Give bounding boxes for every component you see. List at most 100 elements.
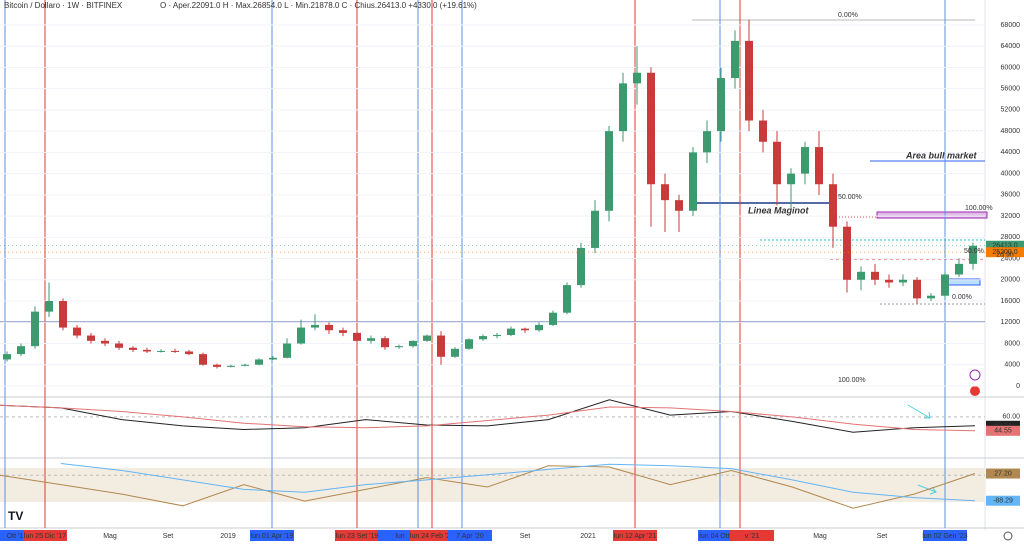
logo[interactable]: TV <box>8 509 23 523</box>
time-label-box <box>23 530 67 541</box>
time-label-box <box>250 530 294 541</box>
candle-body <box>661 184 669 201</box>
x-tick-label: lun 23 Set '19 <box>336 533 379 540</box>
x-tick-label: lun 01 Apr '19 <box>251 533 294 540</box>
candle-body <box>381 338 389 348</box>
y-tick-label: 60000 <box>1001 64 1021 71</box>
y-tick-label: 24000 <box>1001 255 1021 262</box>
y-tick-label: 44000 <box>1001 149 1021 156</box>
x-tick-label: lun 24 Feb '20 <box>410 533 454 540</box>
x-tick-label: Mag <box>813 533 827 540</box>
price-tag-label: 25200.0 <box>992 249 1017 256</box>
candle-body <box>549 312 557 325</box>
arrow <box>917 484 937 495</box>
x-tick-label: lun 02 Gen '23 <box>922 533 967 540</box>
time-label-box <box>410 530 454 541</box>
price-tag <box>986 240 1024 251</box>
candle-body <box>87 335 95 341</box>
candle-body <box>325 324 333 331</box>
annotation: Linea Maginot <box>748 205 810 215</box>
x-tick-label: 2019 <box>220 533 236 540</box>
candle-body <box>703 131 711 153</box>
y-tick-label: 56000 <box>1001 86 1021 93</box>
time-label-box <box>613 530 657 541</box>
y-tick-label: 12000 <box>1001 319 1021 326</box>
candle-body <box>969 245 977 264</box>
y-tick-label: 16000 <box>1001 298 1021 305</box>
candle-body <box>857 271 865 280</box>
candle-body <box>647 72 655 185</box>
annotation: 0.00% <box>838 12 858 19</box>
candle-body <box>577 247 585 286</box>
y-tick-label: 64000 <box>1001 43 1021 50</box>
indicator-tag-label: 27.20 <box>994 470 1012 477</box>
settings-icon[interactable] <box>1003 531 1013 541</box>
time-label-box <box>730 530 774 541</box>
candle-body <box>31 311 39 347</box>
candle-body <box>927 295 935 299</box>
candle-body <box>199 354 207 365</box>
candle-body <box>269 357 277 360</box>
candle-body <box>73 327 81 336</box>
candle-body <box>717 78 725 132</box>
symbol-title: Bitcoin / Dollaro · 1W · BITFINEX <box>4 1 123 10</box>
flag-icon[interactable] <box>970 386 980 396</box>
candle-body <box>157 350 165 352</box>
candle-body <box>465 339 473 349</box>
candle-body <box>45 301 53 312</box>
x-tick-label: lun 12 Apr '21 <box>614 533 657 540</box>
y-tick-label: 28000 <box>1001 234 1021 241</box>
candle-body <box>59 301 67 328</box>
indicator-tag <box>986 420 1020 431</box>
arrow <box>907 404 931 419</box>
candle-body <box>241 364 249 366</box>
candle-body <box>941 274 949 296</box>
candle-body <box>759 120 767 142</box>
time-label-box <box>335 530 379 541</box>
y-tick-label: 4000 <box>1004 362 1020 369</box>
time-label-box <box>698 530 742 541</box>
candle-body <box>479 336 487 340</box>
candle-body <box>885 279 893 283</box>
candle-body <box>493 335 501 337</box>
candle-body <box>423 335 431 341</box>
candle-body <box>101 340 109 344</box>
candle-body <box>507 328 515 336</box>
x-tick-label: Ott '1 <box>7 533 24 540</box>
candle-body <box>115 343 123 348</box>
y-tick-label: 0 <box>1016 383 1020 390</box>
x-tick-label: lun <box>395 533 404 540</box>
candle-body <box>227 365 235 367</box>
candle-body <box>521 328 529 331</box>
indicator-line <box>0 465 976 509</box>
candle-body <box>605 131 613 211</box>
candle-body <box>297 327 305 344</box>
candle-body <box>815 147 823 185</box>
alert-icon[interactable] <box>969 369 981 381</box>
y-tick-label: 60.00 <box>1002 414 1020 421</box>
x-tick-label: lun 25 Dic '17 <box>24 533 66 540</box>
time-label-box <box>923 530 967 541</box>
indicator-line <box>60 463 976 502</box>
y-tick-label: 68000 <box>1001 22 1021 29</box>
x-tick-label: 2021 <box>580 533 596 540</box>
candle-body <box>171 350 179 352</box>
candle-body <box>563 285 571 313</box>
indicator-tag <box>986 495 1020 506</box>
x-tick-label: Set <box>520 533 531 540</box>
candle-body <box>619 83 627 132</box>
time-label-box <box>448 530 492 541</box>
y-tick-label: 52000 <box>1001 107 1021 114</box>
x-tick-label: Set <box>877 533 888 540</box>
candle-body <box>185 351 193 355</box>
candle-body <box>17 346 25 355</box>
indicator-tag <box>986 425 1020 436</box>
y-tick-label: 32000 <box>1001 213 1021 220</box>
indicator-line <box>0 399 976 433</box>
y-tick-label: 36000 <box>1001 192 1021 199</box>
candle-body <box>843 226 851 280</box>
x-tick-label: Set <box>163 533 174 540</box>
y-tick-label: 40000 <box>1001 170 1021 177</box>
